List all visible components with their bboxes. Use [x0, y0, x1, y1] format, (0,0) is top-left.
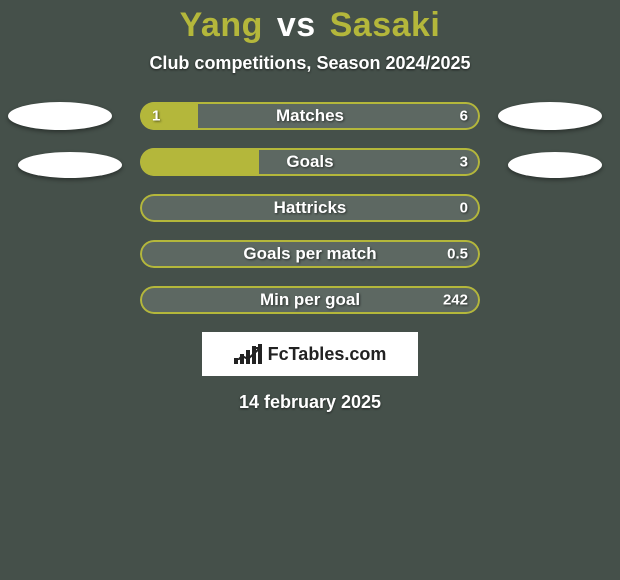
chart-zone: 1Matches6 Goals3 Hattricks0 Goals per match…: [0, 102, 620, 413]
logo-box: FcTables.com: [202, 332, 418, 376]
stat-row: Hattricks0: [140, 194, 480, 222]
avatar-right-bottom: [508, 152, 602, 178]
avatar-right-top: [498, 102, 602, 130]
stat-row: Goals per match0.5: [140, 240, 480, 268]
title-player2: Sasaki: [330, 6, 441, 44]
stat-right-value: 0: [460, 200, 468, 217]
logo-chart-icon: [234, 344, 262, 364]
stat-label: Hattricks: [140, 198, 480, 218]
main-content: Yang vs Sasaki Club competitions, Season…: [0, 0, 620, 413]
stat-right-value: 3: [460, 154, 468, 171]
title-vs: vs: [277, 6, 316, 44]
stat-row: Goals3: [140, 148, 480, 176]
logo-arrow-icon: [232, 346, 262, 360]
title-player1: Yang: [180, 6, 263, 44]
stat-label: Min per goal: [140, 290, 480, 310]
stat-right-value: 242: [443, 292, 468, 309]
stat-right-value: 6: [460, 108, 468, 125]
stat-label: Goals per match: [140, 244, 480, 264]
stat-row: Min per goal242: [140, 286, 480, 314]
stat-label: Matches: [140, 106, 480, 126]
page-title: Yang vs Sasaki: [0, 6, 620, 45]
stat-bars: 1Matches6 Goals3 Hattricks0 Goals per match…: [0, 102, 620, 314]
stat-right-value: 0.5: [447, 246, 468, 263]
logo-text: FcTables.com: [268, 344, 387, 365]
stat-row: 1Matches6: [140, 102, 480, 130]
avatar-left-bottom: [18, 152, 122, 178]
date-text: 14 february 2025: [0, 392, 620, 413]
stat-label: Goals: [140, 152, 480, 172]
subtitle: Club competitions, Season 2024/2025: [0, 53, 620, 74]
avatar-left-top: [8, 102, 112, 130]
